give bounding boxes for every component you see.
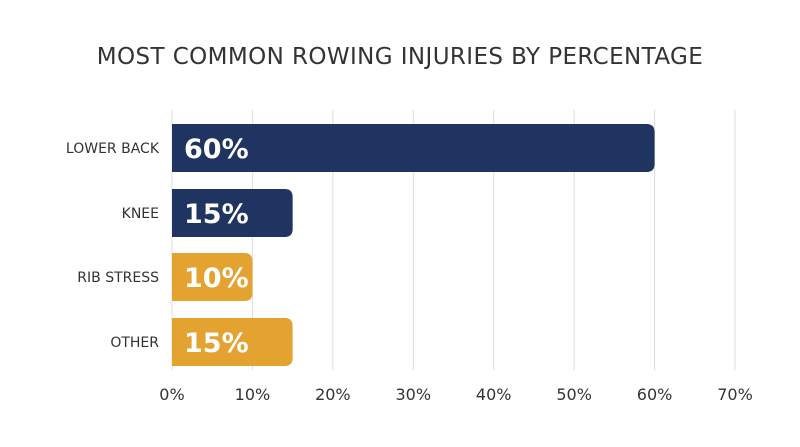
- bars: 60% 15% 10% 15%: [172, 124, 655, 366]
- x-tick-label: 0%: [159, 385, 184, 404]
- category-label: LOWER BACK: [66, 141, 160, 157]
- x-tick-label: 60%: [637, 385, 673, 404]
- category-labels: LOWER BACK KNEE RIB STRESS OTHER: [66, 141, 160, 351]
- chart-title: MOST COMMON ROWING INJURIES BY PERCENTAG…: [96, 44, 704, 70]
- x-tick-labels: 0% 10% 20% 30% 40% 50% 60% 70%: [159, 385, 752, 404]
- bar-data-label: 15%: [184, 199, 249, 230]
- bar-data-label: 15%: [184, 328, 249, 359]
- bar-data-label: 10%: [184, 263, 249, 294]
- x-tick-label: 10%: [235, 385, 271, 404]
- bar: [172, 318, 293, 366]
- category-label: OTHER: [110, 335, 159, 351]
- x-tick-label: 50%: [556, 385, 592, 404]
- x-tick-label: 30%: [396, 385, 432, 404]
- bar: [172, 253, 253, 301]
- x-tick-label: 20%: [315, 385, 351, 404]
- category-label: RIB STRESS: [77, 270, 159, 286]
- bar: [172, 124, 655, 172]
- bar-data-label: 60%: [184, 134, 249, 165]
- x-tick-label: 40%: [476, 385, 512, 404]
- category-label: KNEE: [122, 206, 159, 222]
- x-tick-label: 70%: [717, 385, 753, 404]
- bar: [172, 189, 293, 237]
